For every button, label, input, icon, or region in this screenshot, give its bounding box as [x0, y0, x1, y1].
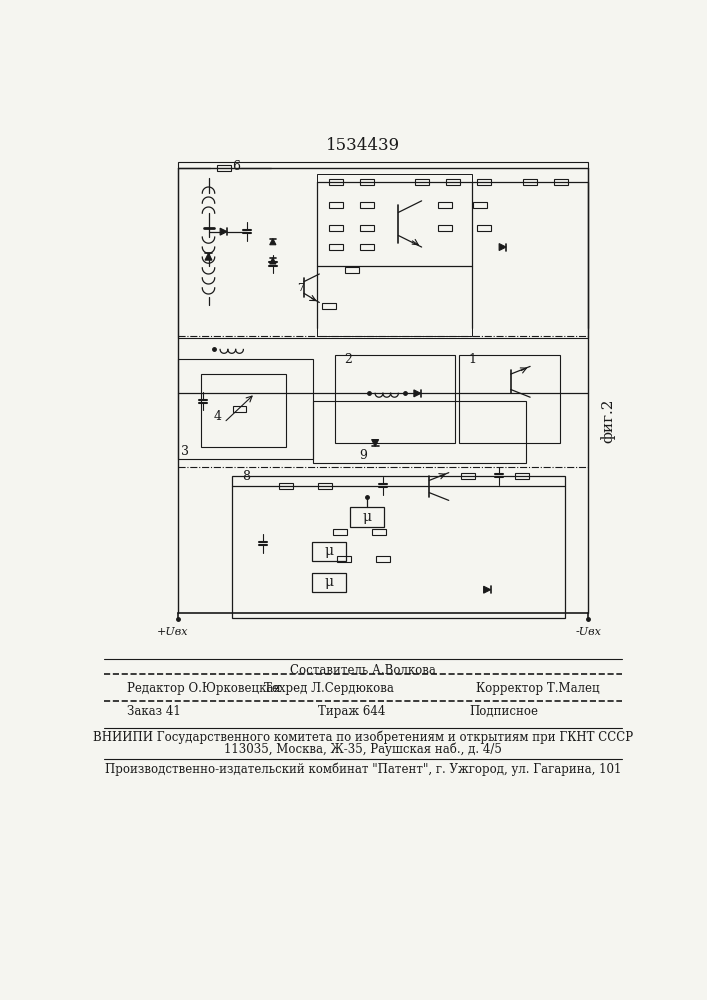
Text: μ: μ	[363, 510, 372, 524]
Bar	[477, 225, 491, 231]
Bar	[279, 483, 293, 489]
Bar	[361, 202, 374, 208]
Polygon shape	[499, 244, 506, 251]
Text: 1534439: 1534439	[326, 137, 399, 154]
Bar	[438, 202, 452, 208]
Bar	[345, 267, 359, 273]
Text: Подписное: Подписное	[469, 705, 538, 718]
Bar	[414, 179, 428, 185]
Bar	[329, 202, 344, 208]
Bar	[438, 225, 452, 231]
Polygon shape	[270, 258, 276, 264]
Bar	[523, 179, 537, 185]
Bar	[312, 542, 346, 561]
Text: Корректор Т.Малец: Корректор Т.Малец	[476, 682, 600, 695]
Bar	[361, 225, 374, 231]
Text: 113035, Москва, Ж-35, Раушская наб., д. 4/5: 113035, Москва, Ж-35, Раушская наб., д. …	[224, 742, 502, 756]
Text: ВНИИПИ Государственного комитета по изобретениям и открытиям при ГКНТ СССР: ВНИИПИ Государственного комитета по изоб…	[93, 731, 633, 744]
Text: 9: 9	[360, 449, 368, 462]
Bar	[201, 374, 286, 447]
Bar	[361, 179, 374, 185]
Polygon shape	[205, 253, 212, 260]
Polygon shape	[414, 390, 421, 397]
Bar	[177, 359, 313, 459]
Text: фиг.2: фиг.2	[600, 398, 615, 443]
Bar	[351, 507, 385, 527]
Text: 8: 8	[242, 470, 250, 483]
Bar	[554, 179, 568, 185]
Text: μ: μ	[324, 575, 333, 589]
Text: 1: 1	[468, 353, 476, 366]
Bar	[372, 529, 386, 535]
Bar	[361, 244, 374, 250]
Text: Заказ 41: Заказ 41	[127, 705, 181, 718]
Bar	[312, 573, 346, 592]
Text: 3: 3	[182, 445, 189, 458]
Bar	[329, 225, 344, 231]
Text: 6: 6	[232, 160, 240, 173]
Text: Редактор О.Юрковецкая: Редактор О.Юрковецкая	[127, 682, 281, 695]
Bar	[335, 355, 455, 443]
Text: Составитель А.Волкова: Составитель А.Волкова	[290, 664, 436, 677]
Text: 4: 4	[214, 410, 222, 423]
Bar	[177, 162, 588, 338]
Polygon shape	[372, 440, 379, 446]
Bar	[329, 179, 344, 185]
Text: +Uвх: +Uвх	[156, 627, 188, 637]
Bar	[459, 355, 559, 443]
Polygon shape	[270, 239, 276, 245]
Polygon shape	[220, 228, 227, 235]
Text: 2: 2	[344, 353, 352, 366]
Bar	[329, 244, 344, 250]
Bar	[322, 303, 336, 309]
Bar	[313, 401, 526, 463]
Bar	[333, 529, 347, 535]
Bar	[233, 406, 247, 412]
Bar	[461, 473, 475, 479]
Bar	[337, 556, 351, 562]
Bar	[232, 476, 565, 618]
Bar	[473, 202, 486, 208]
Text: Тираж 644: Тираж 644	[318, 705, 385, 718]
Text: Техред Л.Сердюкова: Техред Л.Сердюкова	[264, 682, 394, 695]
Bar	[477, 179, 491, 185]
Bar	[376, 556, 390, 562]
Polygon shape	[484, 586, 491, 593]
Bar	[515, 473, 530, 479]
Text: 7: 7	[298, 283, 305, 293]
Bar	[217, 165, 231, 171]
Text: Производственно-издательский комбинат "Патент", г. Ужгород, ул. Гагарина, 101: Производственно-издательский комбинат "П…	[105, 763, 621, 776]
Bar	[317, 483, 332, 489]
Bar	[445, 179, 460, 185]
Bar	[317, 174, 472, 336]
Text: -Uвх: -Uвх	[575, 627, 601, 637]
Text: μ: μ	[324, 544, 333, 558]
